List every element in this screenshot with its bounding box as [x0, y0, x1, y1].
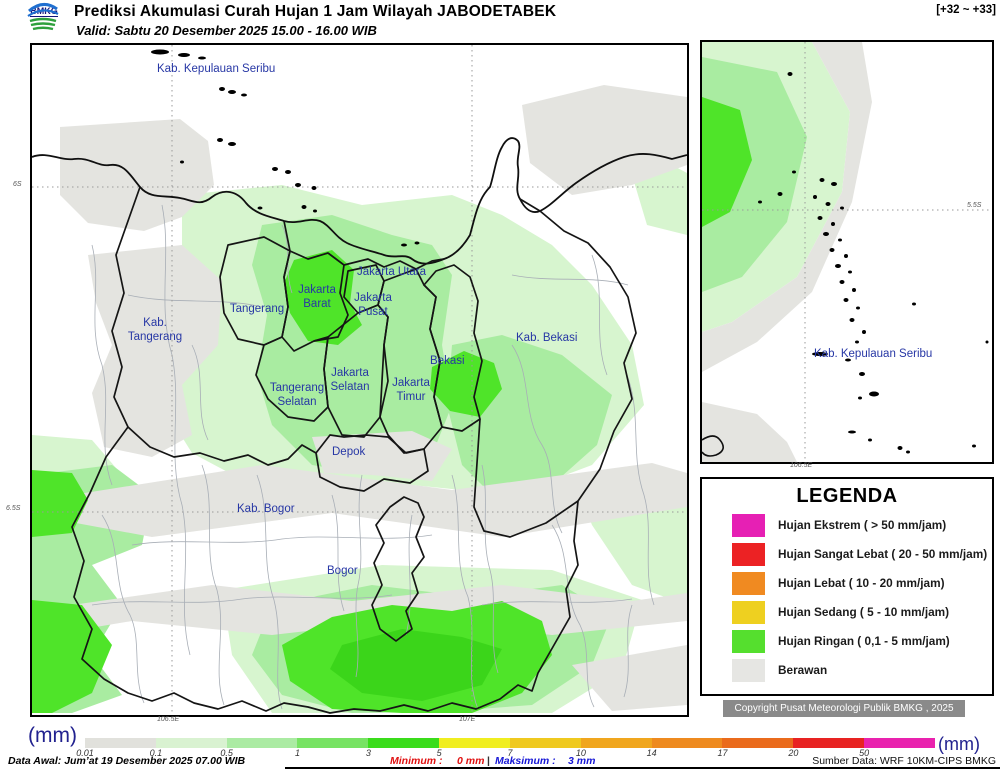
label-jakarta-selatan: Jakarta Selatan: [330, 367, 370, 393]
colorbar-segment: [439, 738, 510, 748]
forecast-lead-time: [+32 ~ +33]: [936, 4, 996, 16]
label-kepulauan-seribu: Kab. Kepulauan Seribu: [157, 63, 276, 75]
legend-label-sangat-lebat: Hujan Sangat Lebat ( 20 - 50 mm/jam): [778, 547, 988, 561]
colorbar-tick: 10: [575, 748, 586, 758]
label-inset-kepulauan-seribu: Kab. Kepulauan Seribu: [814, 348, 933, 360]
colorbar-unit-left: (mm): [28, 724, 77, 747]
legend-label-sedang: Hujan Sedang ( 5 - 10 mm/jam): [778, 605, 950, 619]
colorbar-tick: 0.1: [149, 748, 163, 758]
lat-label-6s: 6S: [13, 181, 22, 188]
label-bogor: Bogor: [327, 565, 358, 577]
colorbar-tick: 7: [507, 748, 513, 758]
label-jakarta-pusat: Jakarta Pusat: [354, 292, 392, 318]
label-tangerang: Tangerang: [229, 303, 285, 315]
legend-item-sangat-lebat: Hujan Sangat Lebat ( 20 - 50 mm/jam): [702, 543, 992, 569]
legend-label-ringan: Hujan Ringan ( 0,1 - 5 mm/jam): [778, 634, 950, 648]
islands: [151, 49, 420, 247]
label-jakarta-utara: Jakarta Utara: [357, 266, 427, 278]
label-depok: Depok: [332, 446, 366, 458]
colorbar-tick: 1: [294, 748, 301, 758]
colorbar-tick: 5: [436, 748, 442, 758]
legend-item-ringan: Hujan Ringan ( 0,1 - 5 mm/jam): [702, 630, 992, 656]
sumber-data-label: Sumber Data: WRF 10KM-CIPS BMKG: [812, 755, 996, 767]
lon-label-107e: 107E: [459, 716, 476, 723]
label-kab-tangerang: Kab. Tangerang: [127, 317, 183, 343]
label-kab-bekasi: Kab. Bekasi: [516, 332, 578, 344]
data-awal-label: Data Awal: Jum’at 19 Desember 2025 07.00…: [8, 755, 246, 767]
coastline: [32, 137, 687, 265]
page-title: Prediksi Akumulasi Curah Hujan 1 Jam Wil…: [74, 3, 557, 20]
rain-core: [330, 629, 502, 701]
colorbar: [85, 738, 935, 748]
legend-item-ekstrem: Hujan Ekstrem ( > 50 mm/jam): [702, 514, 992, 540]
label-kab-bogor: Kab. Bogor: [237, 503, 295, 515]
inset-lon-label: 106.5E: [790, 462, 813, 469]
colorbar-tick: 0.5: [220, 748, 233, 758]
copyright-bar: Copyright Pusat Meteorologi Publik BMKG …: [723, 700, 965, 717]
bmkg-logo: BMKG: [26, 1, 62, 43]
maksimum-label: Maksimum :: [495, 755, 556, 767]
colorbar-segment: [509, 738, 581, 748]
legend-swatch-ringan: [732, 630, 765, 653]
minimum-value: 0 mm: [457, 755, 485, 767]
colorbar-segment: [155, 738, 227, 748]
colorbar-segment: [580, 738, 652, 748]
label-tangerang-selatan: Tangerang Selatan: [269, 382, 325, 408]
colorbar-segment: [226, 738, 298, 748]
inset-coastline: [702, 435, 724, 457]
graticule: [32, 45, 687, 715]
inset-graticule: [702, 42, 992, 462]
legend-label-lebat: Hujan Lebat ( 10 - 20 mm/jam): [778, 576, 945, 590]
main-map: Kab. Kepulauan Seribu Kab. Tangerang Tan…: [30, 43, 689, 717]
inset-map-canvas: [702, 42, 992, 462]
inset-lat-label: 5.5S: [967, 202, 982, 209]
colorbar-segment: [793, 738, 865, 748]
legend-swatch-sangat-lebat: [732, 543, 765, 566]
colorbar-segment: [864, 738, 935, 748]
legend-label-berawan: Berawan: [778, 663, 828, 677]
legend-item-sedang: Hujan Sedang ( 5 - 10 mm/jam): [702, 601, 992, 627]
legend-swatch-sedang: [732, 601, 765, 624]
legend-swatch-lebat: [732, 572, 765, 595]
legend-label-ekstrem: Hujan Ekstrem ( > 50 mm/jam): [778, 518, 947, 532]
colorbar-tick: 50: [859, 748, 870, 758]
colorbar-unit-right: (mm): [938, 734, 980, 754]
label-jakarta-barat: Jakarta Barat: [298, 284, 336, 310]
colorbar-segment: [297, 738, 369, 748]
legend-swatch-ekstrem: [732, 514, 765, 537]
colorbar-tick: 20: [788, 748, 799, 758]
label-bekasi: Bekasi: [430, 355, 465, 367]
legend-item-berawan: Berawan: [702, 659, 992, 685]
colorbar-tick: 3: [365, 748, 371, 758]
region-borders: [71, 186, 637, 714]
colorbar-segment: [722, 738, 794, 748]
colorbar-segment: [651, 738, 723, 748]
valid-time-label: Valid: Sabtu 20 Desember 2025 15.00 - 16…: [76, 23, 377, 38]
lat-label-6-5s: 6.5S: [6, 505, 21, 512]
colorbar-tick: 0.01: [76, 748, 94, 758]
legend-title: LEGENDA: [796, 485, 898, 507]
colorbar-ticks: 0.01 0.1 0.5 1 3 5 7 10 14 17 20 50: [76, 748, 935, 758]
colorbar-tick: 17: [717, 748, 728, 758]
bottom-rule: [285, 767, 1000, 769]
colorbar-segment: [85, 738, 156, 748]
legend: LEGENDA Hujan Ekstrem ( > 50 mm/jam) Huj…: [700, 477, 994, 696]
main-map-canvas: [32, 45, 687, 715]
inset-islands: [758, 72, 989, 454]
colorbar-segment: [368, 738, 440, 748]
colorbar-tick: 14: [646, 748, 657, 758]
district-borders: [91, 204, 655, 710]
label-jakarta-timur: Jakarta Timur: [392, 377, 430, 403]
bmkg-logo-icon: [27, 3, 59, 31]
inset-map: Kab. Kepulauan Seribu: [700, 40, 994, 464]
min-max-separator: |: [487, 755, 490, 767]
minimum-label: Minimum :: [390, 755, 443, 767]
lon-label-106-5e: 106.5E: [157, 716, 180, 723]
maksimum-value: 3 mm: [568, 755, 596, 767]
legend-item-lebat: Hujan Lebat ( 10 - 20 mm/jam): [702, 572, 992, 598]
legend-swatch-berawan: [732, 659, 765, 682]
